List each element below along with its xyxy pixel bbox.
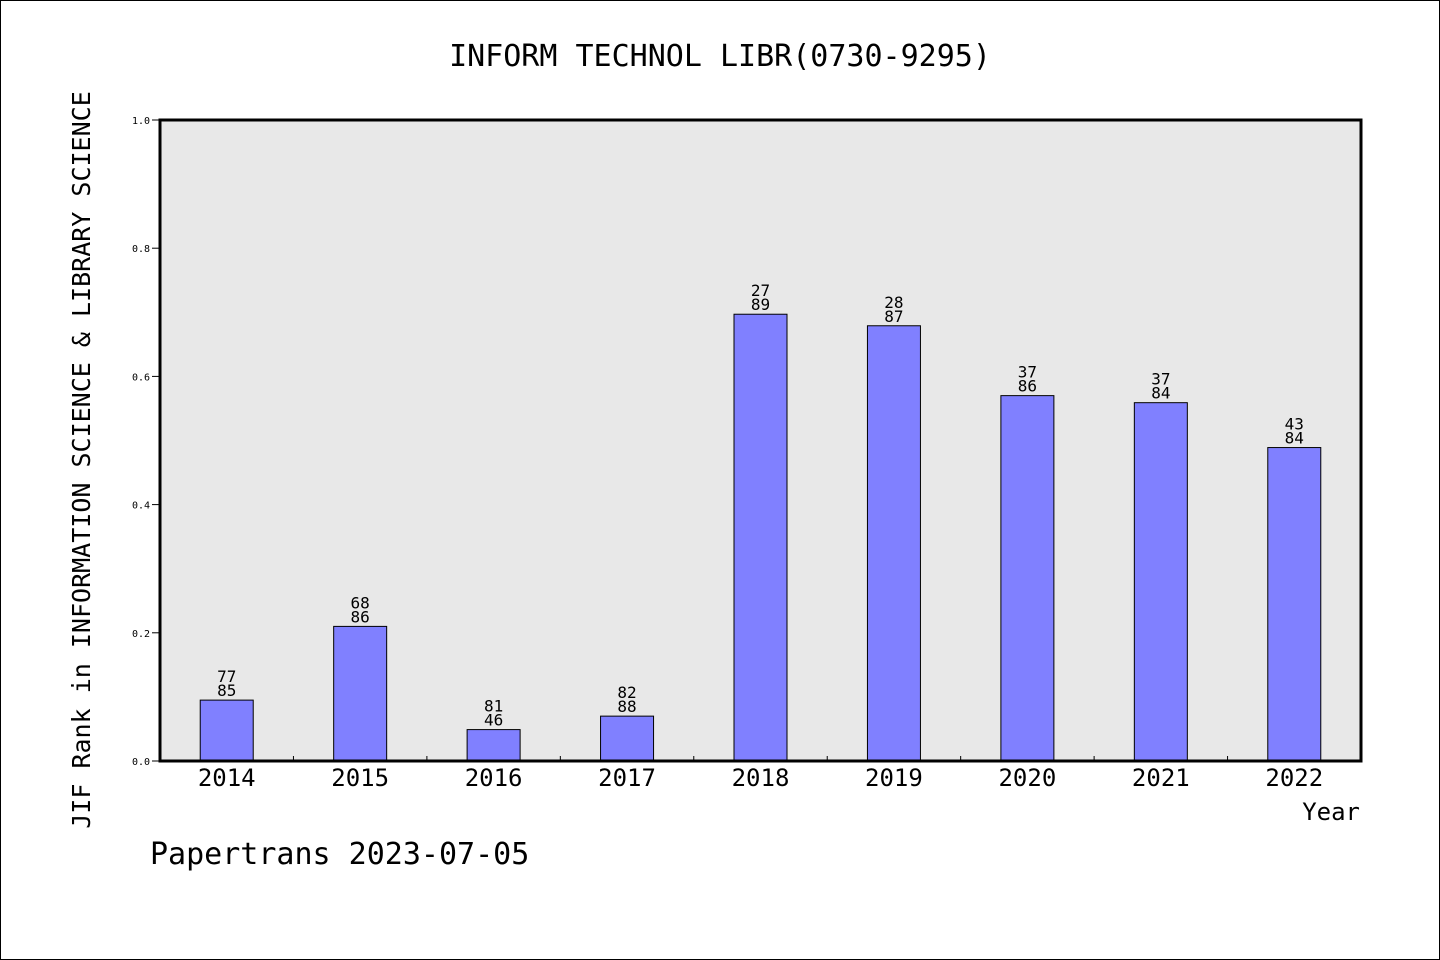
bar-total-label: 84 bbox=[1151, 384, 1170, 403]
x-tick-label: 2016 bbox=[465, 764, 523, 792]
chart-title: INFORM TECHNOL LIBR(0730-9295) bbox=[449, 39, 991, 74]
x-tick-label: 2015 bbox=[331, 764, 389, 792]
bar bbox=[199, 699, 254, 762]
bar bbox=[1000, 395, 1055, 762]
y-tick-label: 0.0 bbox=[132, 757, 150, 768]
bar bbox=[1133, 402, 1188, 762]
bar-total-label: 86 bbox=[1018, 377, 1037, 396]
y-tick-label: 0.8 bbox=[132, 244, 150, 255]
x-axis-label: Year bbox=[1302, 798, 1360, 826]
bar-total-label: 85 bbox=[217, 681, 236, 700]
bar bbox=[333, 625, 388, 762]
bar bbox=[600, 715, 655, 762]
bar-rank-label: 82 bbox=[617, 683, 636, 702]
y-axis-label: JIF Rank in INFORMATION SCIENCE & LIBRAR… bbox=[67, 91, 96, 829]
bar-rank-label: 81 bbox=[484, 697, 503, 716]
plot-area: 0.00.20.40.60.81.02014778520156886201681… bbox=[132, 116, 1363, 792]
bar-rank-label: 28 bbox=[884, 293, 903, 312]
x-tick-label: 2021 bbox=[1132, 764, 1190, 792]
bar-total-label: 84 bbox=[1285, 429, 1304, 448]
watermark-text: Papertrans 2023-07-05 bbox=[150, 837, 529, 872]
bar-rank-label: 43 bbox=[1285, 415, 1304, 434]
bar-rank-label: 37 bbox=[1018, 363, 1037, 382]
x-tick-label: 2017 bbox=[598, 764, 656, 792]
bar-rank-label: 27 bbox=[751, 281, 770, 300]
x-tick-label: 2018 bbox=[732, 764, 790, 792]
x-tick-label: 2020 bbox=[998, 764, 1056, 792]
bar bbox=[866, 325, 921, 762]
bar bbox=[466, 729, 521, 762]
bar-total-label: 88 bbox=[617, 697, 636, 716]
bar-rank-label: 68 bbox=[351, 593, 370, 612]
bar-total-label: 86 bbox=[351, 607, 370, 626]
y-tick-label: 1.0 bbox=[132, 116, 150, 127]
plot-border bbox=[158, 118, 1363, 763]
bar-total-label: 46 bbox=[484, 711, 503, 730]
bar-total-label: 89 bbox=[751, 295, 770, 314]
bar-rank-label: 37 bbox=[1151, 370, 1170, 389]
x-tick-label: 2014 bbox=[198, 764, 256, 792]
bar-rank-label: 77 bbox=[217, 667, 236, 686]
x-tick-label: 2019 bbox=[865, 764, 923, 792]
y-tick-label: 0.4 bbox=[132, 501, 150, 512]
bar bbox=[733, 313, 788, 762]
bar-total-label: 87 bbox=[884, 307, 903, 326]
x-tick-label: 2022 bbox=[1265, 764, 1323, 792]
y-tick-label: 0.2 bbox=[132, 629, 150, 640]
bar bbox=[1267, 447, 1322, 762]
y-tick-label: 0.6 bbox=[132, 372, 150, 383]
